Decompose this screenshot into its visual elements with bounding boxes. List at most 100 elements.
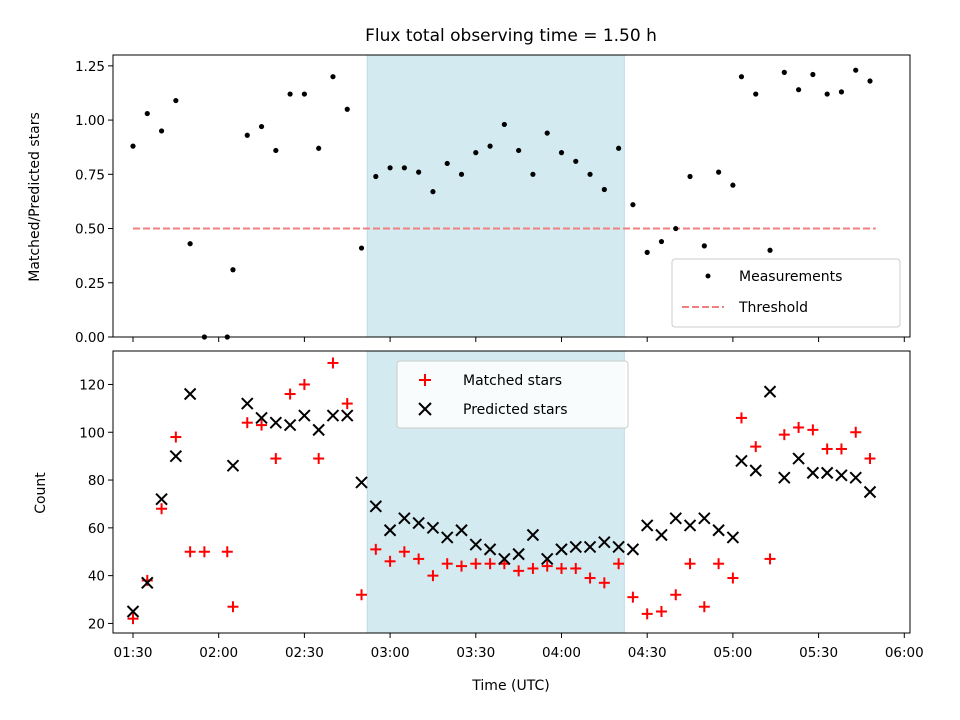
predicted-star-point [255,411,268,425]
predicted-star-point [498,552,511,566]
measurement-point [767,247,773,253]
predicted-star-stroke-b [412,516,425,530]
predicted-star-stroke-b [441,531,454,544]
predicted-star-stroke-b [735,454,748,468]
measurement-point [644,249,650,255]
bottom-legend: Matched stars Predicted stars [396,360,629,429]
matched-star-point [764,553,776,565]
predicted-star-point [141,576,154,590]
predicted-star-point [749,464,762,477]
x-tick-label: 02:30 [285,645,324,661]
predicted-star-stroke-b [849,471,862,484]
predicted-star-point [455,524,468,537]
top-x-ticks [132,337,905,342]
matched-star-point [184,546,196,558]
matched-star-point [670,589,682,601]
predicted-star-stroke-b [269,416,283,429]
predicted-star-stroke-b [355,476,368,489]
bottom-axes-frame [112,350,911,634]
predicted-star-stroke-b [792,452,805,465]
predicted-star-point [735,454,748,468]
matched-star-point [641,608,653,620]
predicted-star-point [412,516,425,530]
predicted-star-stroke-b [655,528,668,542]
matched-star-point [627,591,639,603]
predicted-star-stroke-b [526,528,540,542]
predicted-star-point [155,492,168,506]
predicted-star-stroke-b [778,471,791,484]
legend-matched-label: Matched stars [463,373,562,389]
top-legend: Measurements Threshold [671,258,901,328]
predicted-star-point [835,469,848,482]
matched-star-point [513,565,525,577]
measurement-point [810,71,816,78]
measurement-point [630,202,636,208]
predicted-star-stroke-b [512,547,525,561]
predicted-star-point [555,543,568,556]
top-y-tick-label: 1.25 [75,59,105,75]
matched-star-point [527,562,539,574]
matched-star-point [441,558,453,570]
predicted-star-stroke-b [626,543,640,556]
matched-star-point [684,558,696,570]
predicted-star-point [698,512,711,525]
top-panel: 0.00 0.25 0.50 0.75 1.00 1.25 Matched/Predict… [27,54,911,346]
matched-star-point [427,570,439,582]
x-tick-label: 03:30 [456,645,495,661]
legend-matched-marker [419,374,431,386]
predicted-star-point [806,466,820,480]
predicted-star-stroke-b [683,519,697,532]
matched-star-point [807,424,819,436]
measurement-point [373,173,379,180]
measurement-point [838,89,845,95]
measurement-point [401,165,407,171]
top-y-tick-label: 0.25 [75,276,105,292]
predicted-star-point [269,416,283,429]
x-tick-label: 03:00 [371,645,410,661]
predicted-star-point [326,409,340,422]
x-tick-label: 06:00 [885,645,924,661]
measurement-point [258,123,265,130]
matched-star-point [384,555,396,567]
matched-star-point [778,429,790,441]
predicted-star-point [712,524,725,537]
measurement-point [144,110,150,117]
measurement-point [273,147,279,154]
measurement-point [853,67,859,73]
bottom-x-ticks: 01:30 02:00 02:30 03:00 03:30 04:00 04:30 05:00… [114,633,924,661]
measurement-point [473,150,479,156]
matched-star-point [327,357,339,369]
x-axis-label: Time (UTC) [471,678,549,694]
measurement-point [444,160,450,167]
bottom-y-tick-label: 120 [79,377,105,393]
measurement-point [687,173,693,180]
legend-predicted-label: Predicted stars [463,402,568,418]
matched-star-point [655,605,667,617]
measurement-points [130,67,873,340]
measurement-point [701,243,707,249]
predicted-star-point [583,540,597,554]
predicted-star-point [341,409,354,422]
predicted-star-point [820,466,834,480]
matched-star-point [484,558,496,570]
predicted-star-point [169,449,183,463]
matched-star-point [470,558,482,570]
top-axes-frame [112,54,911,338]
predicted-star-stroke-b [612,540,625,554]
measurement-point [344,106,350,112]
predicted-star-point [526,528,540,542]
shaded-span-rect [366,54,625,338]
measurement-point [824,91,830,97]
predicted-star-stroke-b [698,512,711,525]
predicted-star-stroke-b [712,524,725,537]
predicted-star-stroke-b [312,423,325,437]
measurement-point [430,189,436,195]
x-tick-label: 04:00 [542,645,581,661]
predicted-star-stroke-b [806,466,820,480]
measurement-point [487,143,493,149]
bottom-y-tick-label: 20 [88,616,105,632]
bottom-legend-box [396,360,629,429]
matched-star-point [570,562,582,574]
matched-star-point [821,443,833,455]
predicted-star-point [863,485,877,499]
